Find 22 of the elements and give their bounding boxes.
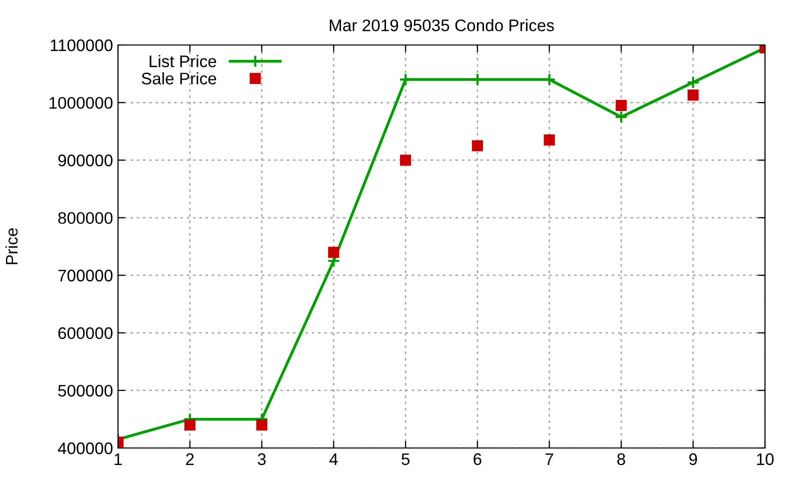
x-tick-label: 9 [689, 453, 697, 466]
x-tick-label: 7 [546, 453, 554, 465]
x-tick-label: 6 [474, 453, 482, 466]
chart-title: Mar 2019 95035 Condo Prices [330, 19, 554, 32]
x-tick-label: 1 [114, 453, 122, 465]
x-tick-label: 5 [402, 453, 410, 466]
x-tick-label: 8 [617, 453, 626, 466]
x-tick-label: 2 [186, 453, 194, 465]
x-tick-label: 3 [258, 453, 266, 466]
y-tick-label: 400000 [58, 442, 112, 454]
x-tick-label: 4 [329, 453, 338, 465]
y-tick-label: 1000000 [50, 96, 112, 109]
y-tick-label: 500000 [58, 384, 112, 397]
y-axis-title: Price [5, 228, 18, 264]
y-tick-label: 1100000 [50, 39, 112, 52]
y-tick-label: 700000 [58, 270, 112, 282]
x-tick-label: 10 [757, 453, 774, 466]
legend-label: List Price [150, 55, 216, 68]
y-tick-label: 900000 [58, 154, 112, 166]
y-tick-label: 800000 [58, 212, 112, 224]
legend-label: Sale Price [142, 72, 216, 84]
y-tick-label: 600000 [58, 327, 112, 340]
